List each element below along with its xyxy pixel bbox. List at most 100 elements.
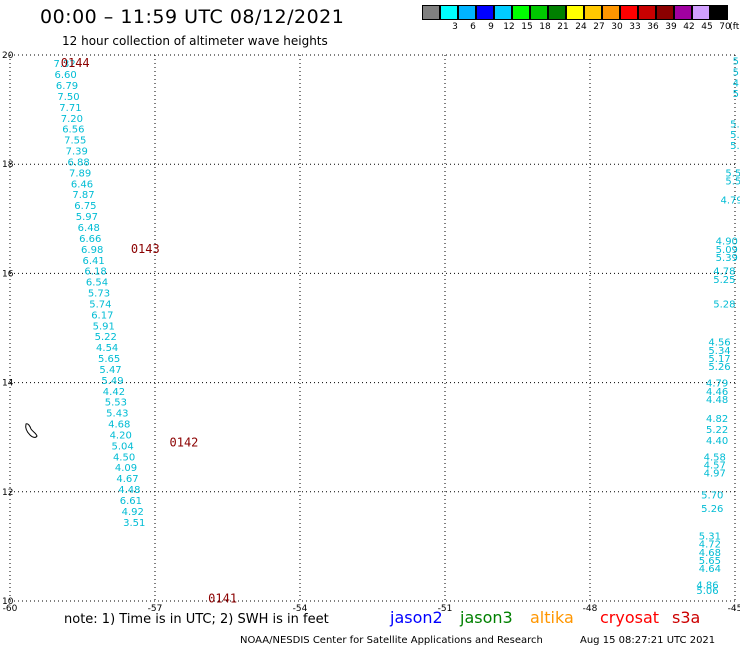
swh-value: 6.41 — [83, 256, 105, 267]
swh-value: 4.82 — [706, 414, 728, 425]
swh-value: 5.17 — [708, 354, 730, 365]
swh-value: 4.09 — [115, 463, 137, 474]
swh-value: 6.88 — [68, 157, 90, 168]
swh-value: 4.68 — [108, 420, 130, 431]
legend-swatch — [656, 5, 674, 20]
swh-value: 5.91 — [93, 321, 115, 332]
swh-value: 4.54 — [96, 343, 118, 354]
swh-value: 5.6 — [730, 130, 740, 141]
credit-text: NOAA/NESDIS Center for Satellite Applica… — [240, 635, 543, 646]
swh-value: 7.87 — [72, 190, 94, 201]
legend-swatch — [638, 5, 656, 20]
swh-value: 4.57 — [704, 461, 726, 472]
swh-value: 5.26 — [708, 362, 730, 373]
swh-value: 6.98 — [81, 245, 103, 256]
island-outline — [25, 423, 38, 438]
swh-value: 4.42 — [103, 387, 125, 398]
lat-tick-label: 16 — [2, 269, 14, 279]
swh-value: 4.90 — [716, 237, 738, 248]
pass-label: 0144 — [61, 56, 90, 70]
lon-tick-label: -51 — [438, 604, 453, 614]
lon-tick-label: -45 — [728, 604, 740, 614]
swh-value: 4.64 — [699, 564, 721, 575]
legend-swatch — [692, 5, 710, 20]
legend-label: 36 — [647, 22, 659, 32]
swh-value: 4.50 — [113, 452, 135, 463]
legend-swatch — [530, 5, 548, 20]
swh-value: 4.48 — [706, 395, 728, 406]
swh-value: 4 — [733, 78, 739, 89]
pass-label: 0141 — [208, 591, 237, 605]
legend-swatch — [566, 5, 584, 20]
swh-value: 5.4 — [730, 119, 740, 130]
swh-value: 5.73 — [88, 289, 110, 300]
swh-value: 5 — [733, 67, 739, 78]
swh-value: 4.92 — [122, 507, 144, 518]
swh-value: 6.60 — [54, 70, 76, 81]
swh-value: 5.70 — [701, 491, 723, 502]
legend-label: 30 — [611, 22, 623, 32]
lon-tick-label: -60 — [3, 604, 18, 614]
pass-labels: 0144 0143 0142 0141 — [61, 56, 237, 605]
pass-label: 0143 — [131, 242, 160, 256]
legend-label: 70 — [719, 22, 731, 32]
swh-value: 5.34 — [708, 346, 730, 357]
satellite-name: s3a — [672, 608, 701, 627]
legend-label: 45 — [701, 22, 713, 32]
legend-label: 18 — [539, 22, 551, 32]
swh-value: 5.97 — [76, 212, 98, 223]
swh-value: 5.5 — [725, 168, 740, 179]
lat-tick-label: 18 — [2, 160, 14, 170]
swh-value: 5.28 — [713, 299, 735, 310]
lat-tick-label: 10 — [2, 597, 14, 607]
map-title: 00:00 – 11:59 UTC 08/12/2021 — [40, 6, 345, 28]
pass-label: 0142 — [170, 436, 199, 450]
legend-label: 3 — [452, 22, 458, 32]
swh-value: 5.06 — [696, 586, 718, 597]
swh-value: 4.79 — [721, 196, 740, 207]
swh-value: 4.72 — [699, 540, 721, 551]
swh-value: 5.09 — [716, 245, 738, 256]
track-right: 55455.45.65.65.55.54.794.905.095.394.785… — [696, 56, 740, 597]
lat-tick-label: 12 — [2, 488, 13, 498]
legend-swatch — [440, 5, 458, 20]
legend-swatch — [620, 5, 638, 20]
legend-label: 15 — [521, 22, 533, 32]
swh-value: 4.48 — [118, 485, 140, 496]
swh-value: 5.22 — [95, 332, 117, 343]
swh-value: 7.55 — [64, 136, 86, 147]
swh-value: 5.25 — [713, 275, 735, 286]
legend-label: 12 — [503, 22, 515, 32]
lon-tick-label: -54 — [293, 604, 308, 614]
legend-label: 21 — [557, 22, 569, 32]
legend-label: 27 — [593, 22, 605, 32]
swh-value: 5.39 — [716, 253, 738, 264]
swh-value: 5 — [733, 56, 739, 67]
legend-swatch — [494, 5, 512, 20]
legend-swatch — [710, 5, 728, 20]
legend-swatch — [422, 5, 440, 20]
swh-value: 5.49 — [101, 376, 123, 387]
map-grid — [9, 54, 736, 602]
swh-value: 6.54 — [86, 278, 108, 289]
legend-label: 9 — [488, 22, 494, 32]
lon-tick-label: -57 — [148, 604, 163, 614]
swh-value: 5.65 — [98, 354, 120, 365]
swh-value: 4.79 — [706, 379, 728, 390]
legend-label: 6 — [470, 22, 476, 32]
swh-value: 5.74 — [89, 299, 111, 310]
swh-value: 4.97 — [704, 469, 726, 480]
swh-value: 5.47 — [99, 365, 121, 376]
swh-value: 5.22 — [706, 425, 728, 436]
track-left: 7.326.606.797.507.717.206.567.557.396.88… — [54, 59, 146, 529]
swh-value: 6.61 — [120, 496, 142, 507]
satellite-name: jason3 — [460, 608, 513, 627]
legend-swatch — [512, 5, 530, 20]
satellite-name: altika — [530, 608, 574, 627]
legend-label: 39 — [665, 22, 677, 32]
swh-value: 5.53 — [105, 398, 127, 409]
satellite-name: cryosat — [600, 608, 660, 627]
swh-value: 5.04 — [112, 441, 134, 452]
swh-value: 5.26 — [701, 504, 723, 515]
